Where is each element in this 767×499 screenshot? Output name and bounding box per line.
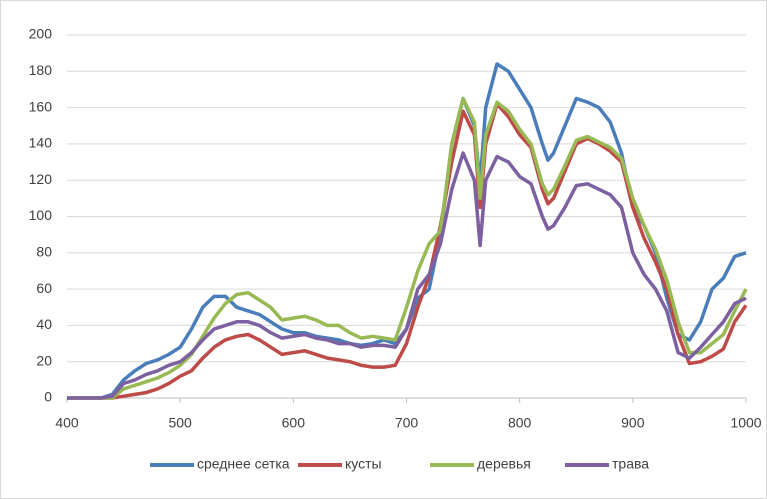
y-tick-label: 140 (29, 135, 53, 151)
y-tick-label: 100 (29, 207, 53, 223)
y-tick-label: 180 (29, 62, 53, 78)
y-tick-label: 20 (36, 352, 52, 368)
x-tick-label: 800 (508, 415, 532, 431)
x-tick-label: 400 (55, 415, 79, 431)
series-line (67, 102, 748, 400)
x-tick-label: 700 (395, 415, 419, 431)
y-tick-label: 200 (29, 26, 53, 42)
series-line (67, 151, 747, 400)
y-tick-label: 60 (36, 280, 52, 296)
y-tick-label: 0 (44, 389, 52, 405)
legend-label: кусты (345, 456, 382, 472)
series-line (67, 96, 748, 400)
y-tick-label: 120 (29, 171, 53, 187)
y-tick-label: 160 (29, 98, 53, 114)
x-tick-label: 600 (282, 415, 306, 431)
legend-label: трава (612, 456, 649, 472)
x-tick-label: 1000 (730, 415, 761, 431)
y-tick-label: 40 (36, 316, 52, 332)
legend-label: среднее сетка (197, 456, 290, 472)
x-tick-label: 900 (621, 415, 645, 431)
y-tick-label: 80 (36, 244, 52, 260)
legend-label: деревья (477, 456, 531, 472)
x-tick-label: 500 (168, 415, 192, 431)
